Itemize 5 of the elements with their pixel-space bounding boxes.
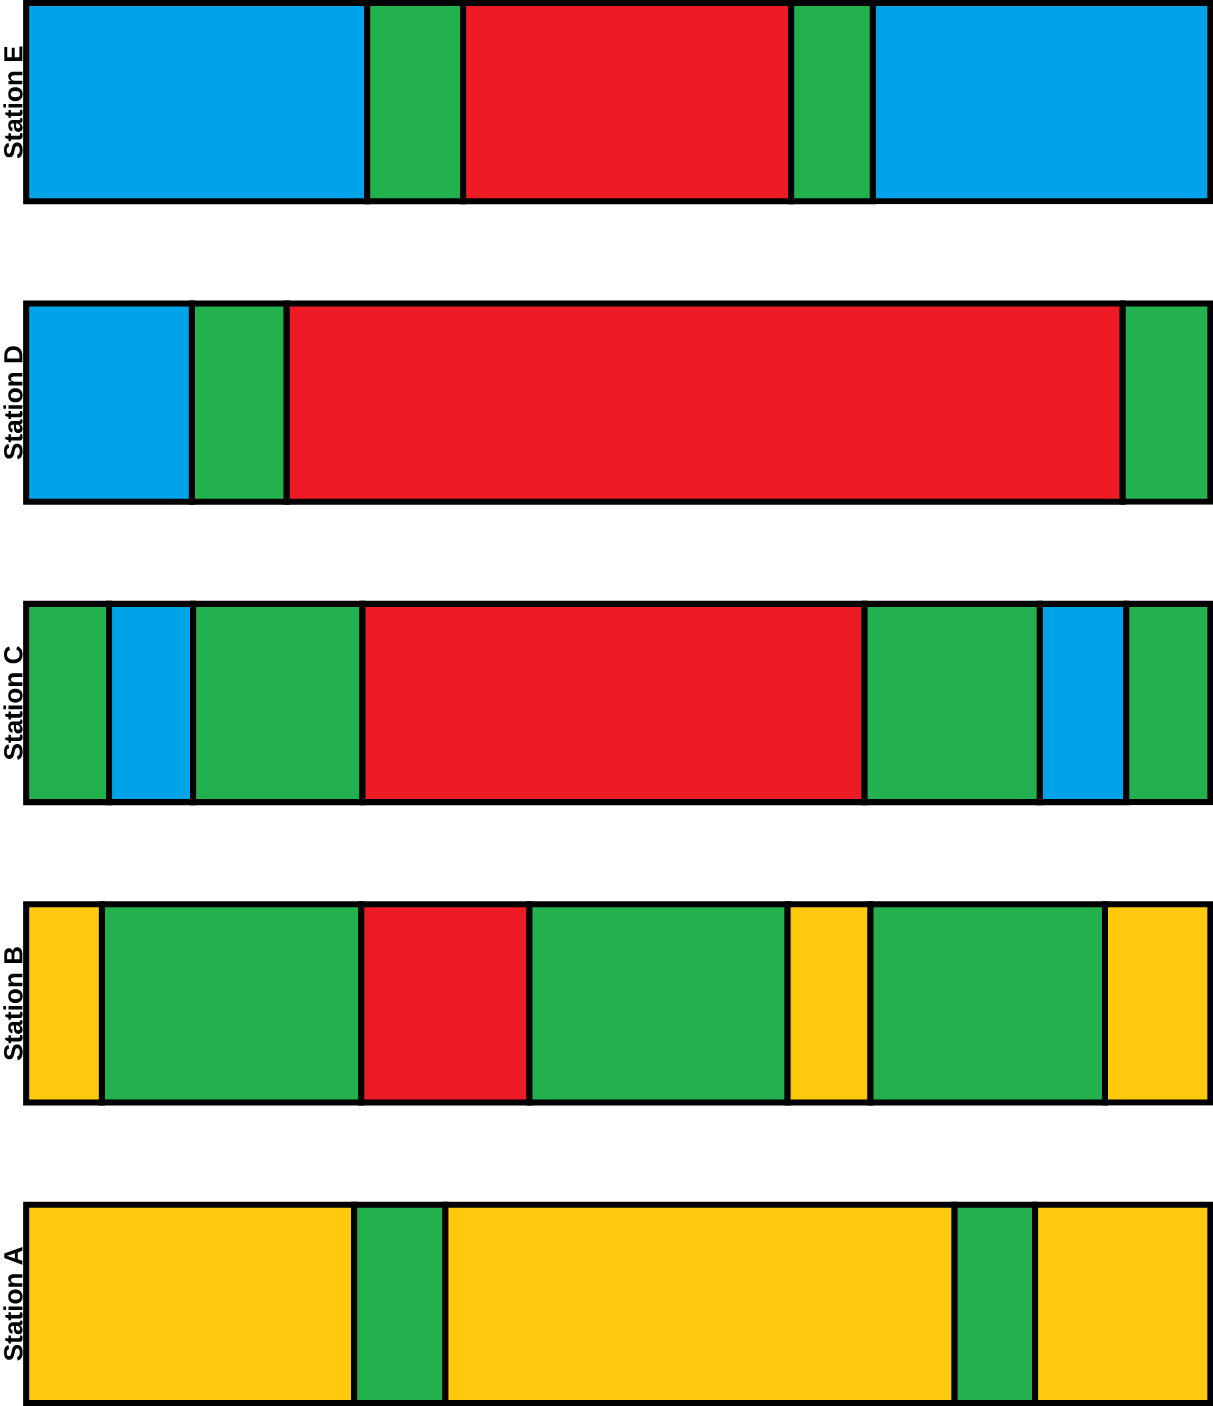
y-tick-label: Station E (3, 46, 23, 159)
y-tick-label: Station A (3, 1247, 23, 1361)
y-tick-label: Station C (3, 646, 23, 760)
y-tick-label: Station D (3, 346, 23, 460)
y-tick-label: Station B (3, 947, 23, 1061)
